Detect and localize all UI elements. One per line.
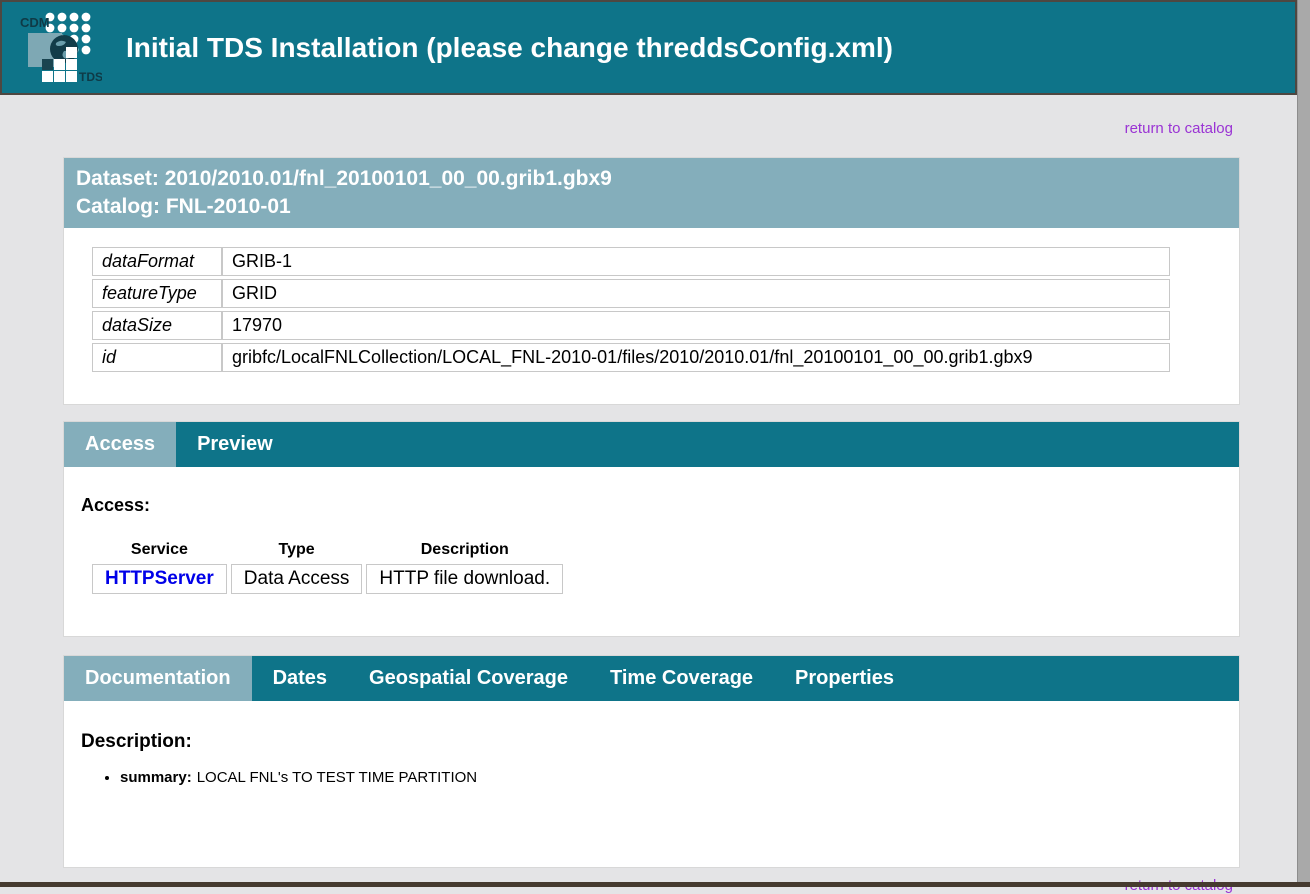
return-to-catalog-link[interactable]: return to catalog xyxy=(1124,120,1233,137)
tab-time-coverage[interactable]: Time Coverage xyxy=(610,667,754,689)
documentation-tabbar: Documentation Dates Geospatial Coverage … xyxy=(64,656,1239,701)
dataset-properties-table: dataFormat GRIB-1 featureType GRID dataS… xyxy=(92,244,1170,375)
property-value: gribfc/LocalFNLCollection/LOCAL_FNL-2010… xyxy=(222,343,1170,372)
dataset-line: Dataset: 2010/2010.01/fnl_20100101_00_00… xyxy=(76,167,612,190)
description-list: summary:LOCAL FNL's TO TEST TIME PARTITI… xyxy=(104,769,1239,786)
access-panel: Access Preview Access: Service Type Desc… xyxy=(63,421,1240,637)
access-table: Service Type Description HTTPServer Data… xyxy=(88,536,567,597)
property-row: id gribfc/LocalFNLCollection/LOCAL_FNL-2… xyxy=(92,343,1170,372)
property-value: GRIB-1 xyxy=(222,247,1170,276)
bottom-footer-bar xyxy=(0,882,1310,887)
tab-properties[interactable]: Properties xyxy=(795,667,894,689)
access-tabbar: Access Preview xyxy=(64,422,1239,467)
catalog-line: Catalog: FNL-2010-01 xyxy=(76,195,291,218)
access-service-cell: HTTPServer xyxy=(92,564,227,594)
dataset-header: Dataset: 2010/2010.01/fnl_20100101_00_00… xyxy=(64,158,1239,228)
tab-access[interactable]: Access xyxy=(64,422,177,467)
access-col-description: Description xyxy=(420,541,509,558)
property-name: id xyxy=(92,343,222,372)
documentation-panel: Documentation Dates Geospatial Coverage … xyxy=(63,655,1240,868)
property-name: featureType xyxy=(92,279,222,308)
dataset-panel: Dataset: 2010/2010.01/fnl_20100101_00_00… xyxy=(63,157,1240,405)
access-description-cell: HTTP file download. xyxy=(366,564,564,594)
description-heading: Description: xyxy=(81,731,192,752)
property-row: dataFormat GRIB-1 xyxy=(92,247,1170,276)
tab-preview[interactable]: Preview xyxy=(197,433,273,455)
summary-label: summary: xyxy=(120,769,192,786)
property-name: dataFormat xyxy=(92,247,222,276)
logo-tds-text: TDS xyxy=(79,70,102,84)
property-value: 17970 xyxy=(222,311,1170,340)
tab-dates[interactable]: Dates xyxy=(272,667,328,689)
property-row: featureType GRID xyxy=(92,279,1170,308)
property-row: dataSize 17970 xyxy=(92,311,1170,340)
vertical-scrollbar[interactable] xyxy=(1297,0,1310,887)
logo-cdm-text: CDM xyxy=(20,15,50,30)
description-item: summary:LOCAL FNL's TO TEST TIME PARTITI… xyxy=(120,769,1239,786)
summary-text: LOCAL FNL's TO TEST TIME PARTITION xyxy=(196,769,478,786)
tab-documentation[interactable]: Documentation xyxy=(64,656,252,701)
httpserver-link[interactable]: HTTPServer xyxy=(105,568,214,589)
logo-staircase xyxy=(42,46,77,82)
access-row: HTTPServer Data Access HTTP file downloa… xyxy=(92,564,564,594)
property-value: GRID xyxy=(222,279,1170,308)
access-col-service: Service xyxy=(130,541,188,558)
tab-geospatial-coverage[interactable]: Geospatial Coverage xyxy=(369,667,569,689)
page-title: Initial TDS Installation (please change … xyxy=(126,31,893,63)
access-type-cell: Data Access xyxy=(230,564,363,594)
property-name: dataSize xyxy=(92,311,222,340)
access-col-type: Type xyxy=(278,541,315,558)
cdm-tds-logo: CDM TDS xyxy=(20,12,102,84)
access-heading: Access: xyxy=(81,495,151,515)
app-header: CDM TDS Initial TDS Installation (please… xyxy=(0,0,1297,95)
